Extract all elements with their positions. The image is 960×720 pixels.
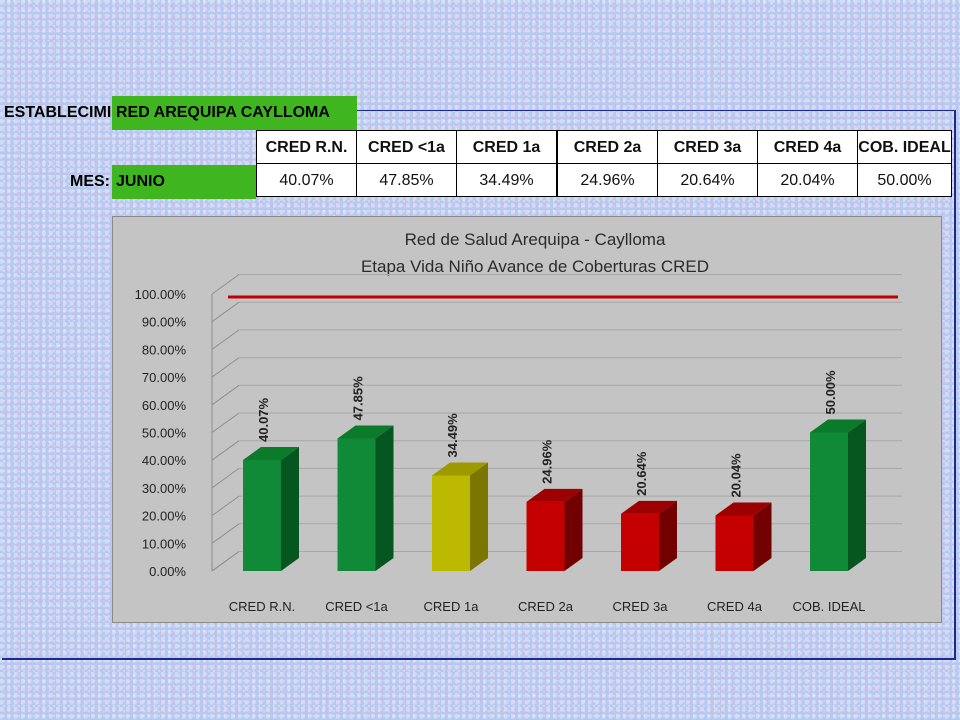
mes-label: MES: [70,173,110,190]
y-tick-label: 80.00% [142,342,187,357]
gridline-diagonal [211,357,240,378]
value-cell[interactable]: 34.49% [456,164,557,197]
bar-side [753,502,772,571]
bar-side [564,488,583,571]
establecimiento-label: ESTABLECIMIEN [4,104,114,121]
value-cell[interactable]: 20.04% [757,164,858,197]
chart-subtitle: Etapa Vida Niño Avance de Coberturas CRE… [361,257,709,276]
y-tick-label: 30.00% [142,481,187,496]
gridline-diagonal [211,495,240,517]
data-label: 50.00% [823,370,838,415]
mes-value[interactable]: JUNIO [112,165,256,199]
column-header[interactable]: CRED R.N. [256,130,357,164]
bar-side [281,447,299,571]
bar-front [526,501,565,571]
establecimiento-value[interactable]: RED AREQUIPA CAYLLOMA [112,96,357,130]
labels-layer: 40.07% CRED R.N. 47.85% CRED <1a 34.49% CRED … [229,370,866,614]
gridline-diagonal [211,329,240,350]
sheet-top-border [357,110,956,111]
bar-side [470,462,488,571]
column-header[interactable]: CRED 4a [757,130,858,164]
bar [810,419,866,571]
bar-top [621,500,677,514]
bar-top [432,462,488,476]
column-header[interactable]: CRED 2a [557,130,658,164]
grid-layer: 0.00% 10.00% 20.00% 30.00% 40.00% 50.00% 60.00… [135,274,902,579]
data-label: 20.04% [729,453,744,498]
value-cell[interactable]: 40.07% [256,164,357,197]
bar-front [621,513,659,571]
column-header[interactable]: COB. IDEAL [857,130,952,164]
gridline-diagonal [211,412,240,433]
gridline-diagonal [211,467,240,489]
data-label: 47.85% [351,376,366,421]
bars-layer [243,419,866,571]
bar-top [337,425,394,439]
bar-front [243,460,281,571]
bar-top [715,502,772,516]
value-cell[interactable]: 20.64% [657,164,758,197]
y-tick-label: 40.00% [142,453,187,468]
y-tick-label: 90.00% [142,315,187,330]
gridline-diagonal [211,384,240,406]
value-cell[interactable]: 47.85% [356,164,457,197]
bar-front [432,475,470,571]
bar-top [243,447,299,461]
bar-top [810,419,866,433]
y-tick-label: 100.00% [135,287,187,302]
bar [715,502,772,571]
coverage-chart: Red de Salud Arequipa - Caylloma Etapa V… [111,215,943,624]
bar [243,447,299,571]
bar [432,462,488,571]
y-tick-label: 70.00% [142,370,187,385]
bar-front [715,515,754,571]
data-label: 24.96% [540,439,555,484]
gridline-diagonal [211,551,240,572]
gridline-diagonal [211,523,240,544]
bar-top [526,488,583,502]
bar-front [810,432,848,571]
value-cell[interactable]: 50.00% [857,164,952,197]
gridline-diagonal [211,274,240,295]
chart-svg: Red de Salud Arequipa - Caylloma Etapa V… [111,215,943,624]
bar [337,425,394,571]
value-cell[interactable]: 24.96% [557,164,658,197]
x-tick-label: COB. IDEAL [793,599,866,614]
gridline-diagonal [211,301,240,323]
x-tick-label: CRED R.N. [229,599,295,614]
y-tick-label: 0.00% [149,564,186,579]
data-label: 40.07% [256,397,271,442]
chart-title: Red de Salud Arequipa - Caylloma [405,230,666,249]
y-tick-label: 60.00% [142,398,187,413]
bar-side [659,500,677,571]
data-label: 20.64% [634,451,649,496]
column-header[interactable]: CRED <1a [356,130,457,164]
x-tick-label: CRED <1a [325,599,388,614]
y-tick-label: 20.00% [142,509,187,524]
x-tick-label: CRED 2a [518,599,574,614]
bar-side [375,425,394,571]
gridline-diagonal [211,440,240,461]
bar-side [848,419,866,571]
spreadsheet-area [2,110,956,660]
x-tick-label: CRED 3a [613,599,669,614]
column-header[interactable]: CRED 1a [456,130,557,164]
y-tick-label: 10.00% [142,536,187,551]
y-tick-label: 50.00% [142,426,187,441]
bar-front [337,438,376,571]
bar [526,488,583,571]
x-tick-label: CRED 4a [707,599,763,614]
bar [621,500,677,571]
data-label: 34.49% [445,413,460,458]
column-header[interactable]: CRED 3a [657,130,758,164]
x-tick-label: CRED 1a [424,599,480,614]
